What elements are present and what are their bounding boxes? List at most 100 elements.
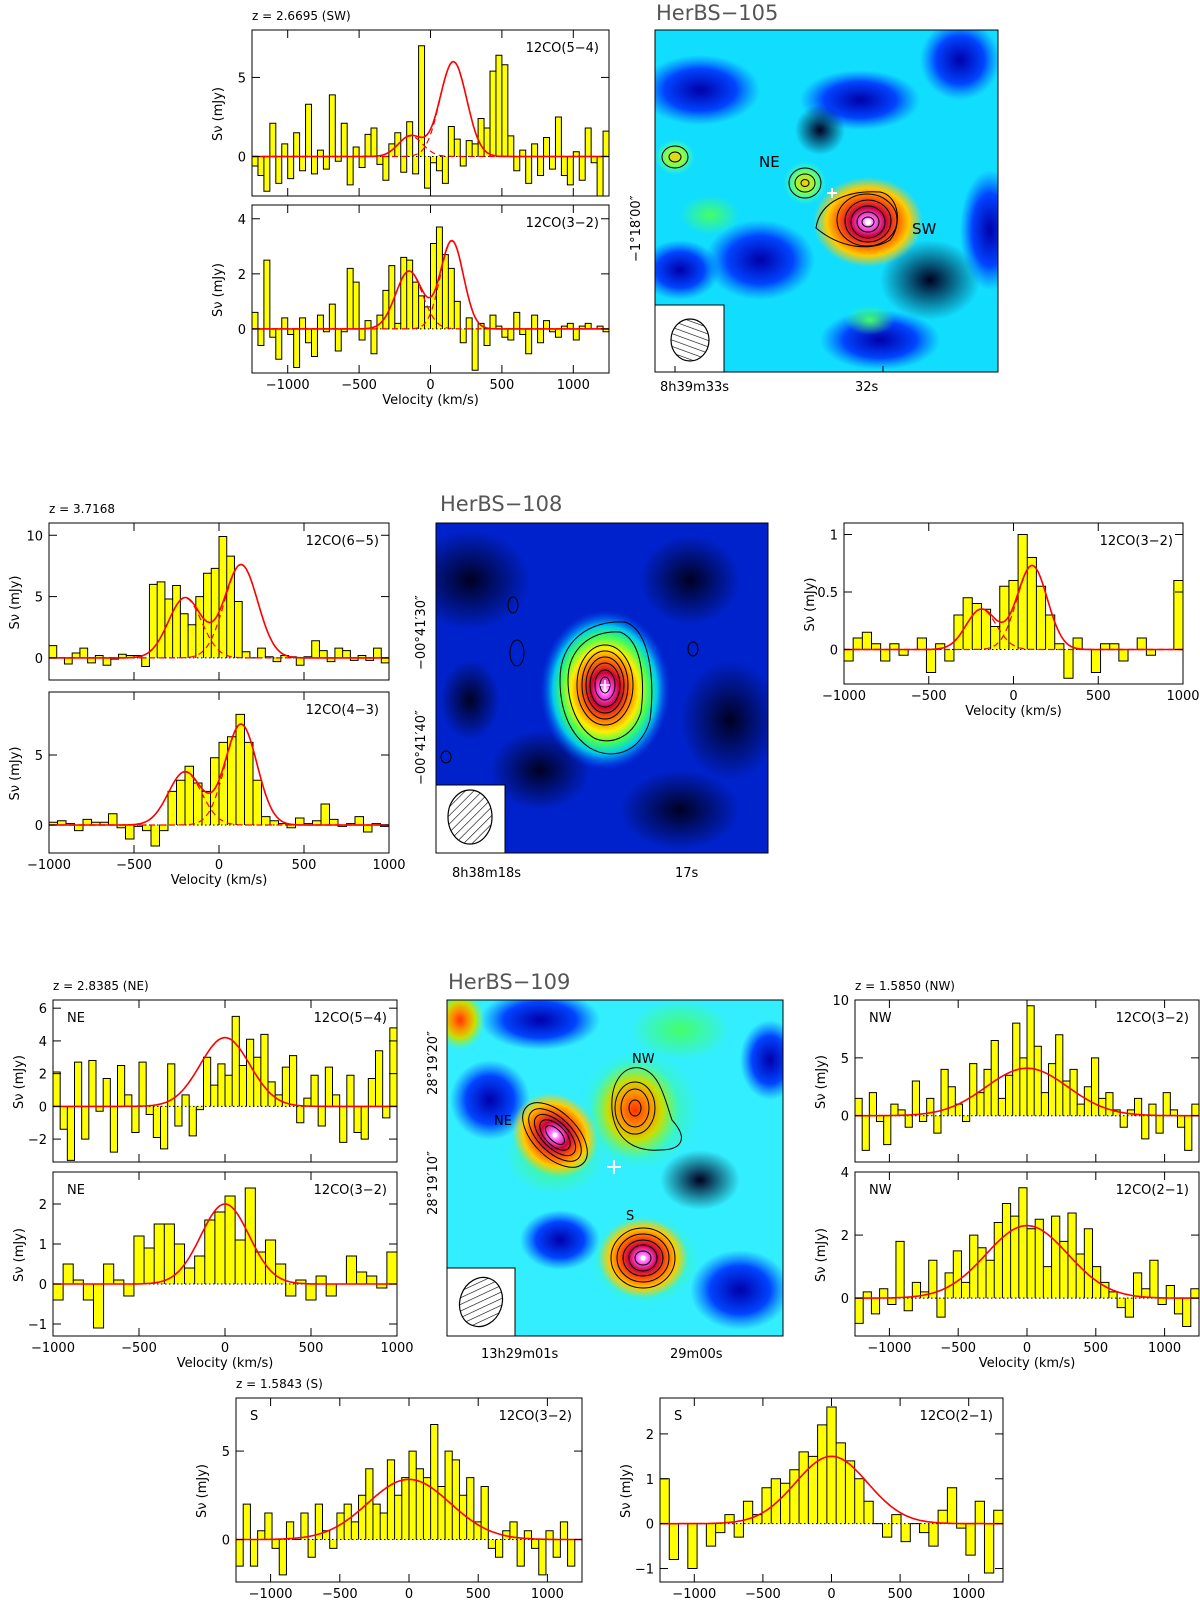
gaussian-fit-total bbox=[53, 1203, 397, 1285]
spectrum-hb108-co43: −1000 −500 0 500 1000 0 5 Sν (mJy) Velocity (km/… bbox=[8, 691, 406, 888]
x-tick-label: −1000 bbox=[672, 1587, 716, 1600]
spectrum-bar bbox=[308, 1539, 316, 1558]
spectrum-bar bbox=[174, 1244, 185, 1284]
spectrum-bar bbox=[329, 304, 336, 329]
spectrum-bar bbox=[1191, 1104, 1200, 1116]
spectrum-bar bbox=[236, 1539, 244, 1567]
spectrum-bar bbox=[898, 649, 909, 656]
spectrum-bar bbox=[1018, 534, 1028, 650]
spectrum-bar bbox=[956, 1523, 967, 1529]
spectrum-bar bbox=[537, 328, 544, 343]
spectrum-bar bbox=[1054, 643, 1065, 650]
spectrum-bar bbox=[365, 1468, 374, 1540]
spectrum-bar bbox=[1092, 1266, 1101, 1299]
spectrum-bar bbox=[83, 1284, 94, 1300]
spectrum-bar bbox=[928, 1260, 938, 1299]
spectrum-bar bbox=[844, 649, 854, 661]
spectrum-bar bbox=[257, 1530, 266, 1540]
dec-tick: 28°19′10″ bbox=[426, 1151, 441, 1215]
spectrum-bar bbox=[901, 1523, 911, 1542]
x-axis-label: Velocity (km/s) bbox=[979, 1356, 1076, 1371]
spectrum-bar bbox=[323, 328, 330, 332]
spectrum-bar bbox=[153, 1106, 161, 1138]
y-tick-label: 0 bbox=[646, 1518, 654, 1533]
y-tick-label: 0 bbox=[841, 1292, 849, 1307]
spectrum-hb105-co54: 0 5 Sν (mJy) 12CO(5−4) z = 2.6695 (SW) bbox=[211, 9, 610, 197]
spectrum-bar bbox=[1027, 557, 1037, 650]
spectrum-bar bbox=[168, 791, 177, 825]
spectrum-bar bbox=[154, 1224, 165, 1284]
x-tick-label: 500 bbox=[292, 858, 317, 873]
spectrum-bar bbox=[549, 328, 556, 332]
spectrum-bar bbox=[159, 825, 169, 831]
x-tick-label: −1000 bbox=[266, 378, 310, 393]
spectrum-bar bbox=[299, 156, 306, 171]
spectrum-bar bbox=[560, 1521, 568, 1540]
spectrum-bar bbox=[509, 1521, 518, 1540]
spectrum-bar bbox=[180, 613, 189, 658]
spectrum-bar bbox=[1148, 1104, 1157, 1116]
dec-tick: −00°41′40″ bbox=[414, 710, 429, 785]
spectrum-bar bbox=[318, 1106, 326, 1126]
spectrum-bar bbox=[484, 128, 491, 157]
spectrum-bar bbox=[1036, 586, 1046, 650]
x-tick-label: 1000 bbox=[372, 858, 405, 873]
spectrum-bar bbox=[962, 1115, 970, 1122]
spectrum-bar bbox=[1125, 1298, 1134, 1318]
spectrum-bar bbox=[545, 1530, 554, 1540]
spectrum-bar bbox=[501, 328, 509, 338]
spectrum-bar bbox=[882, 1523, 892, 1538]
redshift-label: z = 1.5843 (S) bbox=[236, 1377, 323, 1391]
y-tick-label: −1 bbox=[28, 1318, 47, 1333]
spectrum-bar bbox=[1166, 1285, 1175, 1299]
y-tick-label: −2 bbox=[28, 1133, 47, 1148]
y-tick-label: 5 bbox=[35, 749, 43, 764]
spectrum-bar bbox=[253, 780, 262, 825]
y-tick-label: 2 bbox=[646, 1428, 654, 1443]
spectrum-bar bbox=[416, 1468, 424, 1540]
x-tick-label: 0 bbox=[1009, 689, 1017, 704]
spectrum-bar bbox=[117, 1065, 125, 1107]
spectrum-bar bbox=[947, 1487, 957, 1524]
spectrum-bar bbox=[895, 1241, 905, 1299]
y-tick-label: 2 bbox=[238, 268, 246, 283]
gaussian-component bbox=[844, 608, 1183, 651]
dec-tick: 28°19′20″ bbox=[426, 1031, 441, 1095]
spectrum-bar bbox=[442, 254, 449, 329]
spectrum-bar bbox=[342, 650, 351, 658]
x-tick-label: 0 bbox=[215, 858, 223, 873]
spectrum-bar bbox=[1117, 1298, 1126, 1308]
gaussian-fit-total bbox=[855, 1067, 1199, 1117]
spectrum-bar bbox=[219, 742, 228, 825]
spectrum-bar bbox=[335, 328, 342, 351]
spectrum-bar bbox=[193, 783, 203, 825]
spectrum-bar bbox=[144, 1248, 155, 1284]
y-tick-label: 4 bbox=[39, 1035, 47, 1050]
spectrum-bar bbox=[311, 156, 318, 174]
spectrum-bar bbox=[567, 1539, 575, 1567]
transition-label: 12CO(3−2) bbox=[499, 1409, 572, 1424]
spectrum-bar bbox=[293, 132, 300, 157]
y-tick-label: 10 bbox=[832, 994, 849, 1009]
spectrum-bar bbox=[358, 655, 367, 658]
spectrum-bar bbox=[1035, 1219, 1044, 1299]
spectrum-bar bbox=[329, 94, 336, 157]
y-tick-label: 2 bbox=[39, 1068, 47, 1083]
spectrum-bar bbox=[83, 819, 92, 825]
spectrum-bar bbox=[585, 323, 592, 329]
ra-tick: 8h39m33s bbox=[660, 380, 729, 395]
spectrum-bar bbox=[561, 326, 568, 329]
spectrum-bar bbox=[225, 1075, 233, 1107]
x-tick-label: −500 bbox=[121, 1341, 157, 1356]
spectrum-bar bbox=[375, 1050, 383, 1107]
spectrum-hb109-ne-co54: −2 0 2 4 6 Sν (mJy) 12CO(5−4) NE z = 2.8385 (NE) bbox=[12, 979, 398, 1163]
y-tick-label: 4 bbox=[841, 1166, 849, 1181]
spectrum-bar bbox=[380, 1513, 388, 1540]
spectrum-bar bbox=[176, 780, 186, 825]
spectrum-bar bbox=[1141, 1115, 1150, 1139]
beam-ellipse bbox=[447, 789, 493, 845]
spectrum-bar bbox=[984, 1069, 992, 1116]
ra-tick: 29m00s bbox=[670, 1347, 723, 1362]
map-title: HerBS−109 bbox=[448, 970, 570, 994]
